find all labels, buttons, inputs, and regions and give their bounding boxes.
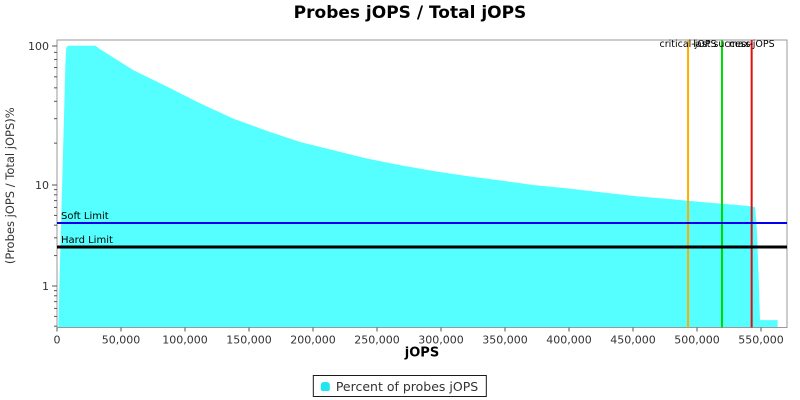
chart-title: Probes jOPS / Total jOPS bbox=[293, 3, 527, 23]
probes-percent-area bbox=[58, 45, 778, 328]
axis-text: last success bbox=[693, 39, 750, 50]
axis-text: 550,000 bbox=[738, 334, 784, 347]
axis-text: 150,000 bbox=[226, 334, 272, 347]
axis-text: 100,000 bbox=[162, 334, 208, 347]
axis-text: 200,000 bbox=[290, 334, 336, 347]
axis-text: 10 bbox=[35, 179, 49, 192]
axis-text: 400,000 bbox=[546, 334, 592, 347]
axis-text: max-jOPS bbox=[729, 39, 775, 50]
axis-text: 100 bbox=[28, 40, 49, 53]
legend-label: Percent of probes jOPS bbox=[335, 378, 479, 394]
axis-text: 300,000 bbox=[418, 334, 464, 347]
legend: Percent of probes jOPS bbox=[312, 375, 488, 397]
axis-text: 1 bbox=[42, 280, 49, 293]
plot-border bbox=[56, 39, 788, 328]
axis-text: critical-jOPS bbox=[659, 39, 716, 50]
axis-text: Soft Limit bbox=[61, 211, 109, 222]
axis-text: 50,000 bbox=[102, 334, 141, 347]
axis-text: Hard Limit bbox=[61, 235, 113, 246]
axis-text: jOPS bbox=[404, 346, 439, 361]
axis-text: 450,000 bbox=[610, 334, 656, 347]
axis-text: (Probes jOPS / Total jOPS)% bbox=[3, 107, 17, 264]
legend-area-swatch-icon bbox=[320, 381, 330, 391]
axis-text: 350,000 bbox=[482, 334, 528, 347]
axis-text: 250,000 bbox=[354, 334, 400, 347]
axis-text: 0 bbox=[54, 334, 61, 347]
axis-text: 500,000 bbox=[674, 334, 720, 347]
